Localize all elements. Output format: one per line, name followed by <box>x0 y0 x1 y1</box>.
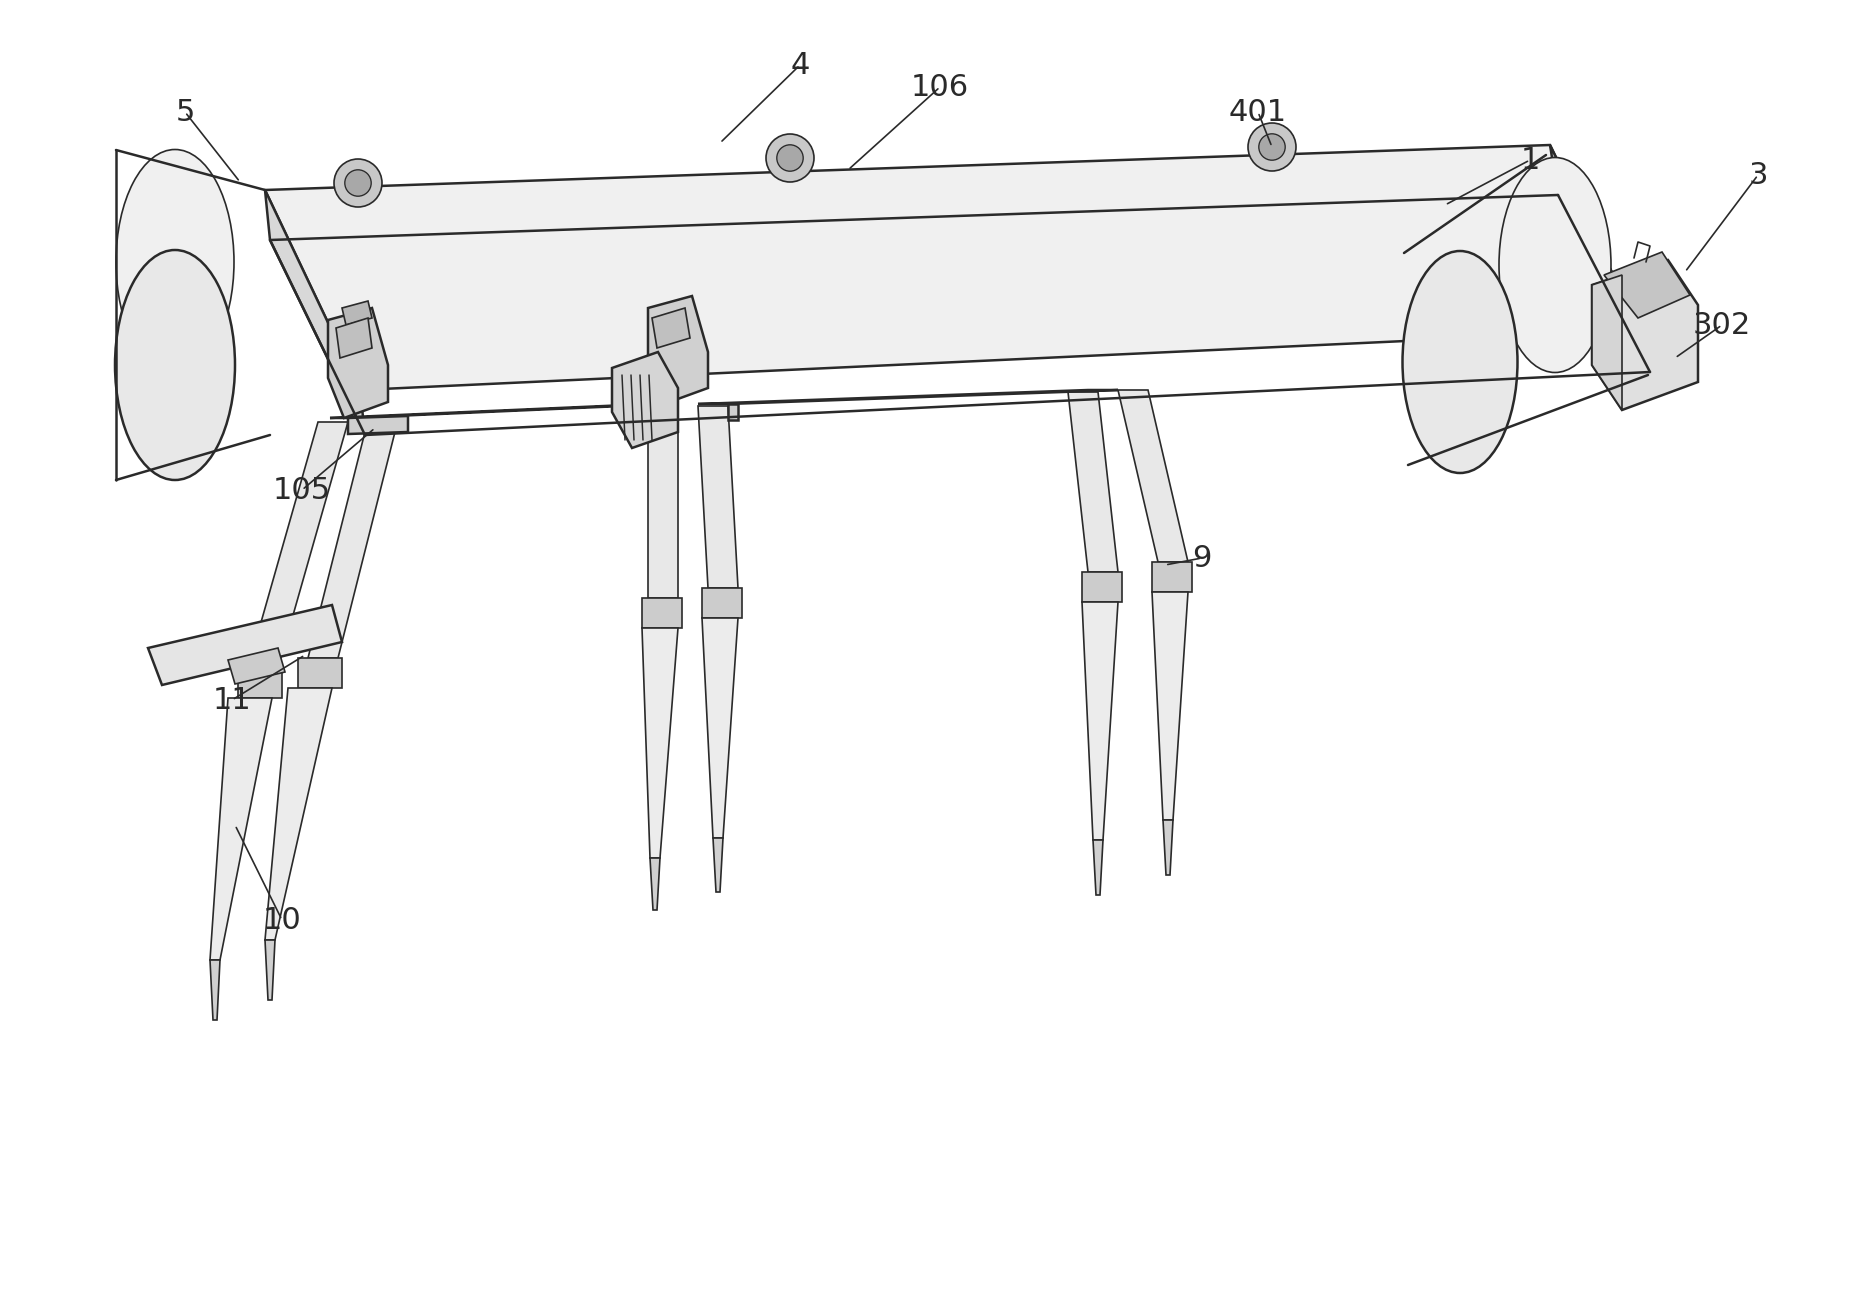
Polygon shape <box>265 940 274 999</box>
Polygon shape <box>1152 562 1191 592</box>
Polygon shape <box>642 598 681 629</box>
Polygon shape <box>648 296 708 404</box>
Text: 1: 1 <box>1520 146 1540 175</box>
Polygon shape <box>1593 275 1622 410</box>
Text: 401: 401 <box>1228 97 1286 126</box>
Polygon shape <box>228 648 286 684</box>
Circle shape <box>345 170 372 196</box>
Circle shape <box>1258 134 1284 160</box>
Text: 105: 105 <box>273 476 330 505</box>
Polygon shape <box>209 960 220 1020</box>
Polygon shape <box>1083 572 1122 602</box>
Polygon shape <box>237 668 282 698</box>
Text: 11: 11 <box>213 685 252 714</box>
Polygon shape <box>1550 145 1650 372</box>
Circle shape <box>777 145 803 171</box>
Polygon shape <box>702 618 737 838</box>
Polygon shape <box>342 301 372 325</box>
Polygon shape <box>299 658 342 688</box>
Text: 302: 302 <box>1693 310 1751 339</box>
Polygon shape <box>652 308 691 348</box>
Polygon shape <box>642 629 678 857</box>
Ellipse shape <box>1402 251 1518 473</box>
Ellipse shape <box>116 250 235 480</box>
Polygon shape <box>347 416 409 434</box>
Polygon shape <box>728 404 737 419</box>
Polygon shape <box>698 391 1118 404</box>
Polygon shape <box>713 838 723 892</box>
Polygon shape <box>648 408 678 598</box>
Text: 4: 4 <box>790 50 810 79</box>
Polygon shape <box>1163 821 1172 874</box>
Polygon shape <box>1152 592 1187 821</box>
Polygon shape <box>209 698 273 960</box>
Text: 10: 10 <box>263 906 301 935</box>
Polygon shape <box>702 588 741 618</box>
Polygon shape <box>1593 260 1697 410</box>
Polygon shape <box>329 308 388 418</box>
Polygon shape <box>265 145 1639 391</box>
Circle shape <box>1247 124 1296 171</box>
Polygon shape <box>308 419 398 658</box>
Polygon shape <box>265 688 332 940</box>
Text: 9: 9 <box>1193 543 1212 572</box>
Polygon shape <box>1083 602 1118 840</box>
Polygon shape <box>336 318 372 358</box>
Ellipse shape <box>1499 158 1611 372</box>
Circle shape <box>765 134 814 181</box>
Polygon shape <box>1118 391 1187 562</box>
Polygon shape <box>1604 252 1690 318</box>
Polygon shape <box>698 406 737 588</box>
Polygon shape <box>612 352 678 448</box>
Text: 106: 106 <box>911 72 969 101</box>
Polygon shape <box>147 605 342 685</box>
Polygon shape <box>330 404 668 418</box>
Text: 3: 3 <box>1748 160 1768 189</box>
Circle shape <box>334 159 383 206</box>
Polygon shape <box>265 189 366 435</box>
Text: 5: 5 <box>175 97 194 126</box>
Polygon shape <box>1092 840 1103 896</box>
Polygon shape <box>650 857 661 910</box>
Polygon shape <box>248 422 347 668</box>
Ellipse shape <box>116 150 233 375</box>
Polygon shape <box>1068 392 1118 572</box>
